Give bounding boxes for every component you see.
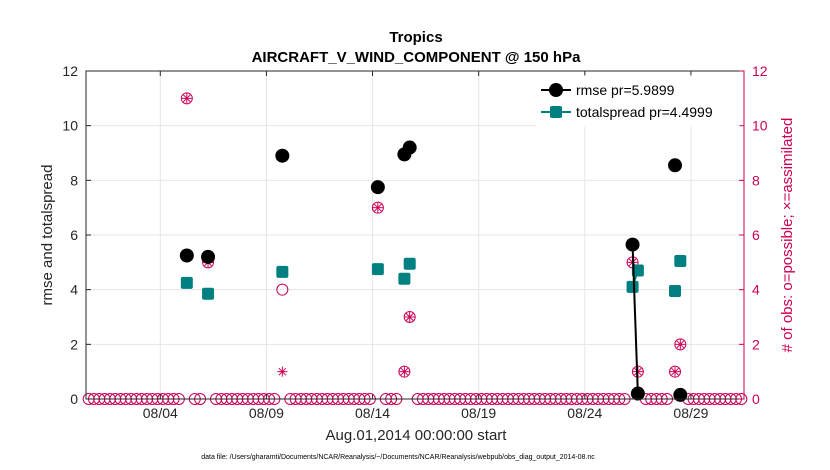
x-tick-label: 08/24 bbox=[567, 405, 602, 421]
rmse-marker bbox=[275, 148, 290, 163]
obs-possible-marker bbox=[371, 201, 384, 214]
rmse-marker bbox=[673, 387, 688, 402]
x-tick-label: 08/14 bbox=[355, 405, 390, 421]
x-axis-label: Aug.01,2014 00:00:00 start bbox=[326, 427, 508, 444]
obs-layer bbox=[82, 92, 748, 405]
obs-assimilated-marker bbox=[277, 366, 288, 377]
totalspread-marker bbox=[371, 263, 384, 276]
legend-rmse-label: rmse pr=5.9899 bbox=[576, 82, 675, 98]
x-tick-label: 08/04 bbox=[143, 405, 178, 421]
totalspread-marker bbox=[398, 272, 411, 285]
totalspread-marker bbox=[403, 257, 416, 270]
obs-possible-marker bbox=[674, 338, 687, 351]
totalspread-marker bbox=[626, 280, 639, 293]
totalspread-marker bbox=[276, 265, 289, 278]
rmse-marker bbox=[179, 248, 194, 263]
obs-possible-marker bbox=[398, 365, 411, 378]
x-tick-label: 08/09 bbox=[249, 405, 284, 421]
obs-assimilated-marker bbox=[670, 366, 681, 377]
rmse-marker bbox=[630, 386, 645, 401]
spread-layer bbox=[180, 254, 687, 300]
obs-assimilated-marker bbox=[399, 366, 410, 377]
totalspread-marker bbox=[180, 276, 193, 289]
star-stroke bbox=[278, 367, 287, 376]
y-tick-label-right: 8 bbox=[752, 172, 760, 188]
y-tick-label-right: 10 bbox=[752, 118, 768, 134]
obs-assimilated-marker bbox=[675, 339, 686, 350]
star-stroke bbox=[374, 203, 382, 212]
y-tick-label-left: 4 bbox=[70, 282, 78, 298]
y-tick-label-left: 10 bbox=[62, 118, 78, 134]
totalspread-marker bbox=[202, 287, 215, 300]
rmse-line-segment bbox=[631, 244, 639, 394]
y-tick-label-right: 6 bbox=[752, 227, 760, 243]
y-axis-label-left: rmse and totalspread bbox=[39, 165, 56, 306]
x-tick-label: 08/19 bbox=[461, 405, 496, 421]
obs-assimilated-marker bbox=[404, 312, 415, 322]
y-tick-label-right: 0 bbox=[752, 391, 760, 407]
y-tick-label-right: 2 bbox=[752, 336, 760, 352]
obs-possible-marker bbox=[669, 365, 682, 378]
totalspread-marker bbox=[674, 254, 687, 267]
rmse-marker bbox=[402, 140, 417, 155]
rmse-marker bbox=[370, 180, 385, 195]
y-tick-label-left: 0 bbox=[70, 391, 78, 407]
y-tick-label-left: 8 bbox=[70, 172, 78, 188]
star-stroke bbox=[400, 367, 409, 376]
ticks-layer: 08/04 08/09 08/14 08/19 08/24 08/29 0 2 4 6 8 10 12 0… bbox=[62, 63, 767, 421]
star-stroke bbox=[182, 94, 191, 103]
obs-possible-marker bbox=[276, 283, 289, 296]
data-file-footnote: data file: /Users/gharamti/Documents/NCA… bbox=[201, 454, 595, 461]
rmse-marker bbox=[201, 249, 216, 264]
y-tick-label-left: 2 bbox=[70, 336, 78, 352]
y-tick-label-right: 12 bbox=[752, 63, 768, 79]
legend-spread-label: totalspread pr=4.4999 bbox=[576, 104, 713, 120]
rmse-marker bbox=[625, 237, 640, 252]
totalspread-marker bbox=[669, 285, 682, 298]
obs-assimilated-marker bbox=[181, 93, 192, 104]
y-tick-label-right: 4 bbox=[752, 282, 760, 298]
rmse-marker bbox=[668, 158, 683, 173]
obs-assimilated-marker bbox=[372, 202, 383, 213]
x-tick-label: 08/29 bbox=[673, 405, 708, 421]
chart-title: Tropics bbox=[389, 29, 442, 46]
legend-spread-marker bbox=[550, 106, 562, 118]
legend: rmse pr=5.9899 totalspread pr=4.4999 bbox=[536, 75, 740, 127]
legend-box bbox=[536, 75, 740, 127]
totalspread-marker bbox=[631, 264, 644, 277]
rmse-layer bbox=[179, 140, 688, 402]
obs-possible-marker bbox=[403, 311, 416, 323]
y-tick-label-left: 12 bbox=[62, 63, 78, 79]
obs-possible-marker bbox=[180, 92, 193, 105]
star-stroke bbox=[405, 313, 414, 321]
y-tick-label-left: 6 bbox=[70, 227, 78, 243]
star-stroke bbox=[676, 340, 685, 349]
chart-subtitle: AIRCRAFT_V_WIND_COMPONENT @ 150 hPa bbox=[252, 49, 582, 66]
star-stroke bbox=[671, 367, 679, 376]
y-axis-label-right: # of obs: o=possible; ×=assimilated bbox=[779, 118, 796, 353]
legend-rmse-marker bbox=[549, 83, 563, 97]
